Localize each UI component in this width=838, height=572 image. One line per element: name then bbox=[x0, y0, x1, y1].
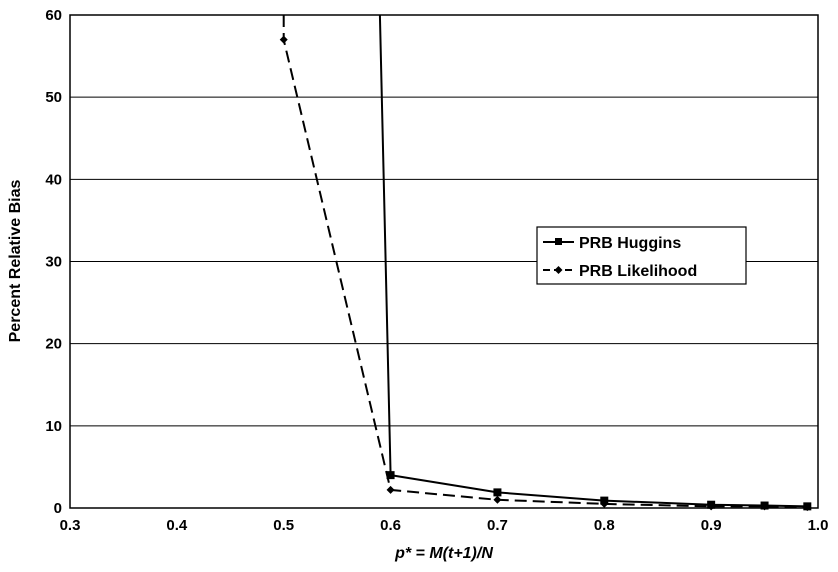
x-axis-title: p* = M(t+1)/N bbox=[394, 545, 493, 562]
x-tick-label: 0.5 bbox=[273, 517, 294, 534]
x-tick-label: 0.3 bbox=[60, 517, 81, 534]
y-tick-label: 20 bbox=[45, 336, 62, 353]
x-tick-label: 0.9 bbox=[701, 517, 722, 534]
x-tick-label: 1.0 bbox=[808, 517, 829, 534]
legend-label-huggins: PRB Huggins bbox=[579, 235, 681, 252]
legend: PRB Huggins PRB Likelihood bbox=[537, 227, 746, 284]
x-tick-label: 0.4 bbox=[166, 517, 188, 534]
y-tick-label: 60 bbox=[45, 7, 62, 24]
data-point-square bbox=[493, 488, 501, 496]
y-tick-label: 30 bbox=[45, 254, 62, 271]
x-tick-label: 0.8 bbox=[594, 517, 615, 534]
y-tick-labels: 0 10 20 30 40 50 60 bbox=[45, 7, 62, 517]
x-tick-label: 0.7 bbox=[487, 517, 508, 534]
x-tick-labels: 0.3 0.4 0.5 0.6 0.7 0.8 0.9 1.0 bbox=[60, 517, 829, 534]
x-tick-label: 0.6 bbox=[380, 517, 401, 534]
y-tick-label: 40 bbox=[45, 171, 62, 188]
legend-marker-square bbox=[555, 238, 562, 245]
y-axis-title: Percent Relative Bias bbox=[7, 180, 24, 343]
y-tick-label: 50 bbox=[45, 89, 62, 106]
y-tick-label: 10 bbox=[45, 418, 62, 435]
legend-label-likelihood: PRB Likelihood bbox=[579, 263, 697, 280]
y-tick-label: 0 bbox=[54, 500, 62, 517]
